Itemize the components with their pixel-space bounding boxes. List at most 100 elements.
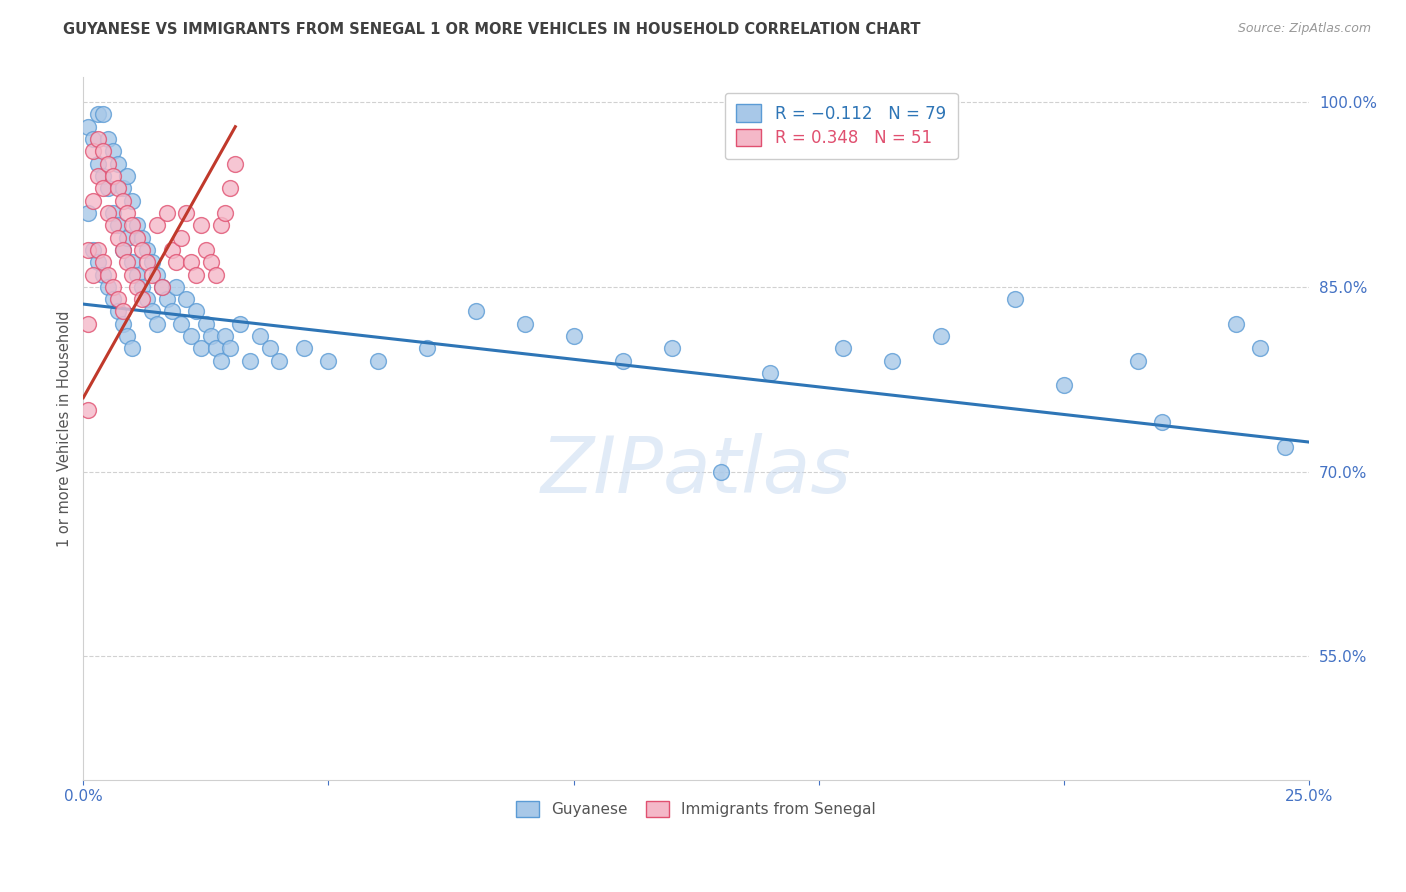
Point — [101, 219, 124, 233]
Point — [101, 145, 124, 159]
Point — [82, 145, 104, 159]
Point — [121, 219, 143, 233]
Point — [107, 292, 129, 306]
Point — [661, 342, 683, 356]
Point — [1225, 317, 1247, 331]
Point — [200, 329, 222, 343]
Point — [91, 169, 114, 183]
Point — [97, 181, 120, 195]
Point — [190, 342, 212, 356]
Point — [160, 243, 183, 257]
Point — [1004, 292, 1026, 306]
Point — [156, 292, 179, 306]
Point — [107, 230, 129, 244]
Point — [1152, 416, 1174, 430]
Point — [117, 230, 139, 244]
Point — [131, 280, 153, 294]
Point — [111, 194, 134, 208]
Point — [111, 181, 134, 195]
Point — [160, 304, 183, 318]
Point — [612, 353, 634, 368]
Text: Source: ZipAtlas.com: Source: ZipAtlas.com — [1237, 22, 1371, 36]
Point — [150, 280, 173, 294]
Point — [184, 268, 207, 282]
Point — [367, 353, 389, 368]
Point — [87, 107, 110, 121]
Point — [229, 317, 252, 331]
Point — [174, 206, 197, 220]
Point — [127, 280, 149, 294]
Point — [127, 268, 149, 282]
Point — [464, 304, 486, 318]
Point — [121, 255, 143, 269]
Point — [117, 206, 139, 220]
Point — [759, 366, 782, 380]
Point — [97, 132, 120, 146]
Point — [219, 342, 242, 356]
Point — [259, 342, 281, 356]
Point — [170, 230, 193, 244]
Legend: Guyanese, Immigrants from Senegal: Guyanese, Immigrants from Senegal — [509, 793, 884, 824]
Point — [87, 156, 110, 170]
Point — [1274, 440, 1296, 454]
Point — [146, 268, 169, 282]
Point — [91, 255, 114, 269]
Point — [91, 181, 114, 195]
Point — [87, 255, 110, 269]
Point — [146, 317, 169, 331]
Point — [111, 317, 134, 331]
Point — [209, 353, 232, 368]
Point — [131, 230, 153, 244]
Point — [513, 317, 536, 331]
Point — [107, 304, 129, 318]
Point — [269, 353, 291, 368]
Point — [111, 304, 134, 318]
Point — [214, 206, 236, 220]
Point — [77, 206, 100, 220]
Point — [127, 230, 149, 244]
Point — [146, 219, 169, 233]
Point — [710, 465, 733, 479]
Point — [249, 329, 271, 343]
Point — [562, 329, 585, 343]
Point — [209, 219, 232, 233]
Point — [107, 181, 129, 195]
Point — [174, 292, 197, 306]
Point — [82, 268, 104, 282]
Point — [111, 243, 134, 257]
Point — [91, 145, 114, 159]
Text: GUYANESE VS IMMIGRANTS FROM SENEGAL 1 OR MORE VEHICLES IN HOUSEHOLD CORRELATION : GUYANESE VS IMMIGRANTS FROM SENEGAL 1 OR… — [63, 22, 921, 37]
Y-axis label: 1 or more Vehicles in Household: 1 or more Vehicles in Household — [58, 310, 72, 547]
Point — [107, 156, 129, 170]
Point — [184, 304, 207, 318]
Point — [97, 268, 120, 282]
Point — [150, 280, 173, 294]
Point — [170, 317, 193, 331]
Point — [82, 194, 104, 208]
Point — [1053, 378, 1076, 392]
Point — [190, 219, 212, 233]
Point — [141, 255, 163, 269]
Point — [97, 206, 120, 220]
Point — [87, 169, 110, 183]
Point — [77, 120, 100, 134]
Point — [87, 243, 110, 257]
Point — [131, 292, 153, 306]
Point — [931, 329, 953, 343]
Point — [101, 206, 124, 220]
Point — [117, 169, 139, 183]
Point — [832, 342, 855, 356]
Point — [136, 255, 159, 269]
Point — [1249, 342, 1271, 356]
Point — [101, 292, 124, 306]
Point — [77, 243, 100, 257]
Point — [107, 219, 129, 233]
Point — [292, 342, 315, 356]
Point — [318, 353, 340, 368]
Point — [136, 292, 159, 306]
Point — [77, 317, 100, 331]
Point — [194, 317, 217, 331]
Point — [82, 243, 104, 257]
Point — [156, 206, 179, 220]
Point — [415, 342, 437, 356]
